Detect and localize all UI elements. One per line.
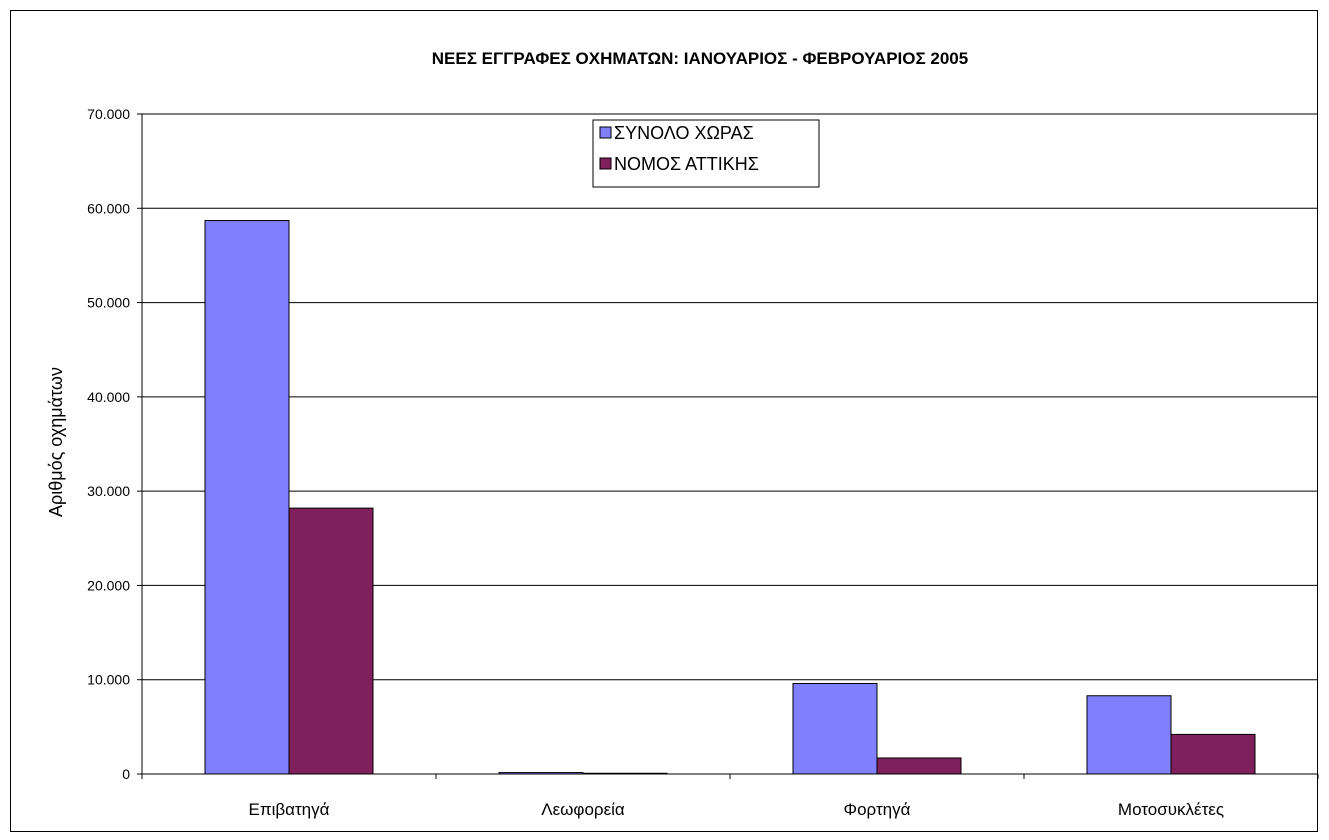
bar-attica	[1170, 733, 1256, 775]
legend-label: ΣΥΝΟΛΟ ΧΩΡΑΣ	[614, 123, 754, 143]
bar-total	[204, 220, 290, 775]
y-tick-label: 70.000	[87, 106, 130, 122]
y-tick-label: 50.000	[87, 295, 130, 311]
bar-total	[1086, 695, 1172, 775]
x-tick-labels: Επιβατηγά Λεωφορεία Φορτηγά Μοτοσυκλέτες	[249, 800, 1225, 819]
x-tick-label: Επιβατηγά	[249, 800, 330, 819]
y-tick-label: 0	[122, 766, 130, 782]
chart-title: ΝΕΕΣ ΕΓΓΡΑΦΕΣ ΟΧΗΜΑΤΩΝ: ΙΑΝΟΥΑΡΙΟΣ - ΦΕΒ…	[432, 49, 968, 68]
y-tick-label: 10.000	[87, 672, 130, 688]
x-tick-label: Λεωφορεία	[541, 800, 625, 819]
legend-swatch	[599, 157, 612, 170]
y-tick-label: 60.000	[87, 200, 130, 216]
legend-label: ΝΟΜΟΣ ΑΤΤΙΚΗΣ	[614, 154, 759, 174]
bar-attica	[288, 507, 374, 775]
y-tick-label: 20.000	[87, 577, 130, 593]
y-tick-label: 30.000	[87, 483, 130, 499]
legend-swatch	[599, 126, 612, 139]
y-tick-labels: 0 10.000 20.000 30.000 40.000 50.000 60.000 70.…	[87, 106, 130, 782]
legend: ΣΥΝΟΛΟ ΧΩΡΑΣ ΝΟΜΟΣ ΑΤΤΙΚΗΣ	[592, 119, 820, 188]
y-tick-label: 40.000	[87, 389, 130, 405]
bars	[204, 220, 1256, 775]
x-tick-label: Μοτοσυκλέτες	[1118, 800, 1224, 819]
bar-total	[792, 682, 878, 775]
axes	[137, 113, 1319, 779]
legend-box	[592, 119, 820, 188]
bar-attica	[876, 757, 962, 775]
y-axis-label: Αριθμός οχημάτων	[46, 367, 66, 517]
x-tick-label: Φορτηγά	[844, 800, 911, 819]
